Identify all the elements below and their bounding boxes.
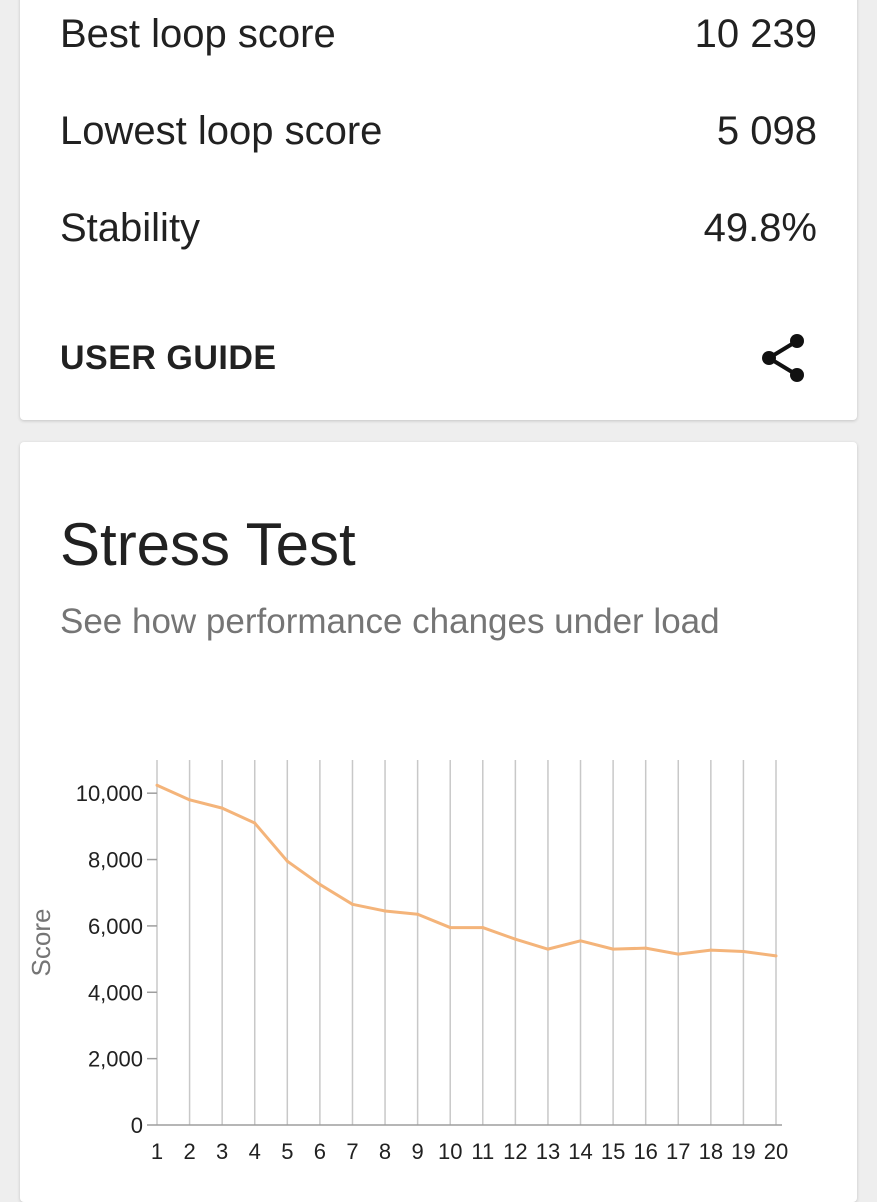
x-tick-label: 10: [438, 1139, 462, 1164]
data-point-loop-3: [220, 806, 224, 810]
data-point-loop-9: [416, 912, 420, 916]
x-tick-label: 3: [216, 1139, 228, 1164]
x-tick-label: 17: [666, 1139, 690, 1164]
data-point-loop-17: [676, 952, 680, 956]
score-series-line: [156, 783, 777, 958]
data-point-loop-11: [481, 926, 485, 930]
stability-label: Stability: [60, 205, 201, 250]
data-point-loop-10: [448, 926, 452, 930]
data-point-loop-8: [383, 909, 387, 913]
data-point-loop-13: [546, 947, 550, 951]
stress-test-subtitle: See how performance changes under load: [60, 602, 720, 641]
data-point-loop-5: [285, 859, 289, 863]
y-tick-label: 10,000: [76, 781, 143, 806]
guide-row: USER GUIDE: [60, 328, 817, 388]
lowest-loop-score-row: Lowest loop score 5 098: [60, 101, 817, 161]
x-tick-label: 14: [568, 1139, 592, 1164]
data-point-loop-6: [318, 882, 322, 886]
y-tick-label: 2,000: [88, 1047, 143, 1072]
y-tick-label: 8,000: [88, 848, 143, 873]
user-guide-button[interactable]: USER GUIDE: [60, 338, 277, 377]
x-tick-label: 13: [536, 1139, 560, 1164]
lowest-loop-score-label: Lowest loop score: [60, 108, 383, 153]
x-tick-label: 16: [633, 1139, 657, 1164]
data-point-loop-1: [155, 783, 159, 787]
share-icon: [762, 334, 804, 382]
x-tick-label: 5: [281, 1139, 293, 1164]
y-axis-title: Score: [26, 909, 56, 977]
share-button[interactable]: [753, 328, 813, 388]
best-loop-score-row: Best loop score 10 239: [60, 4, 817, 64]
x-tick-label: 12: [503, 1139, 527, 1164]
y-tick-label: 0: [131, 1113, 143, 1138]
data-point-loop-14: [579, 939, 583, 943]
lowest-loop-score-value: 5 098: [716, 108, 817, 153]
best-loop-score-label: Best loop score: [60, 11, 336, 56]
data-point-loop-7: [350, 902, 354, 906]
data-point-loop-15: [611, 947, 615, 951]
data-point-loop-2: [188, 798, 192, 802]
data-point-loop-19: [741, 949, 745, 953]
stress-test-card: Stress Test See how performance changes …: [20, 442, 857, 1202]
data-point-loop-20: [774, 954, 778, 958]
x-tick-label: 19: [731, 1139, 755, 1164]
x-tick-label: 15: [601, 1139, 625, 1164]
x-tick-label: 9: [412, 1139, 424, 1164]
x-tick-label: 8: [379, 1139, 391, 1164]
data-point-loop-4: [253, 821, 257, 825]
x-tick-label: 11: [471, 1139, 494, 1164]
stability-row: Stability 49.8%: [60, 198, 817, 258]
x-tick-label: 6: [314, 1139, 326, 1164]
x-tick-label: 7: [346, 1139, 358, 1164]
x-tick-label: 18: [699, 1139, 723, 1164]
x-tick-label: 1: [151, 1139, 163, 1164]
best-loop-score-value: 10 239: [694, 11, 817, 56]
y-tick-label: 4,000: [88, 980, 143, 1005]
data-point-loop-12: [513, 937, 517, 941]
data-point-loop-18: [709, 948, 713, 952]
summary-card: Best loop score 10 239 Lowest loop score…: [20, 0, 857, 420]
stress-test-title: Stress Test: [60, 511, 356, 578]
data-point-loop-16: [644, 946, 648, 950]
x-tick-label: 4: [249, 1139, 261, 1164]
y-tick-label: 6,000: [88, 914, 143, 939]
stability-value: 49.8%: [703, 205, 817, 250]
x-tick-label: 20: [764, 1139, 788, 1164]
x-tick-label: 2: [183, 1139, 195, 1164]
